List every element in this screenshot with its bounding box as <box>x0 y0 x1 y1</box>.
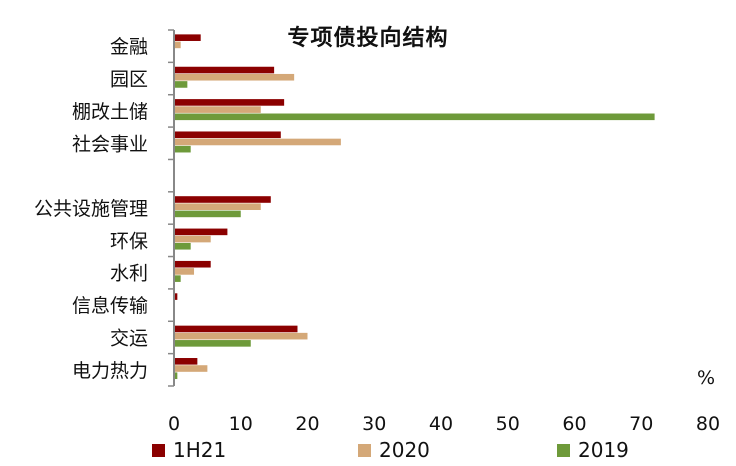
x-tick-label-0: 0 <box>168 413 180 435</box>
bar-1H21-5 <box>174 196 271 203</box>
x-tick-label-70: 70 <box>629 413 653 435</box>
bar-1H21-1 <box>174 66 275 74</box>
bar-1H21-3 <box>174 131 281 139</box>
bar-1H21-0 <box>174 34 201 41</box>
category-label-0: 金融 <box>110 36 148 58</box>
bar-2019-9 <box>174 340 251 347</box>
chart-title: 专项债投向结构 <box>287 26 449 51</box>
bar-1H21-2 <box>174 99 285 106</box>
category-label-3: 社会事业 <box>72 133 148 155</box>
bar-1H21-8 <box>174 293 178 300</box>
bar-1H21-6 <box>174 228 228 236</box>
category-label-7: 水利 <box>110 263 148 285</box>
bar-2019-10 <box>174 372 178 380</box>
x-tick-label-30: 30 <box>362 413 386 435</box>
category-label-6: 环保 <box>110 230 148 252</box>
x-tick-label-20: 20 <box>295 413 319 435</box>
bar-1H21-7 <box>174 260 211 268</box>
x-tick-label-60: 60 <box>562 413 586 435</box>
bar-2019-5 <box>174 210 241 218</box>
unit-label: % <box>697 367 715 389</box>
x-tick-label-10: 10 <box>229 413 253 435</box>
legend-swatch-2020 <box>358 443 371 457</box>
legend-item-2019: 2019 <box>557 438 629 462</box>
category-label-1: 园区 <box>110 69 148 91</box>
bar-2020-6 <box>174 235 211 243</box>
legend-swatch-1h21 <box>152 443 165 457</box>
x-tick-label-50: 50 <box>496 413 520 435</box>
category-label-8: 信息传输 <box>72 295 148 317</box>
bar-2020-5 <box>174 203 261 210</box>
category-label-9: 交运 <box>110 327 148 349</box>
bar-1H21-9 <box>174 325 298 333</box>
x-tick-label-80: 80 <box>696 413 720 435</box>
bar-2020-2 <box>174 106 261 113</box>
legend-label-2019: 2019 <box>578 438 629 462</box>
bar-2020-3 <box>174 138 341 146</box>
bar-2020-7 <box>174 268 195 275</box>
bar-2019-2 <box>174 113 655 121</box>
category-label-5: 公共设施管理 <box>34 198 148 220</box>
legend: 1H21 2020 2019 <box>0 438 736 462</box>
bar-2020-9 <box>174 332 308 340</box>
bar-2019-3 <box>174 145 191 153</box>
bar-2019-1 <box>174 81 188 88</box>
bar-2020-1 <box>174 73 295 81</box>
x-tick-label-40: 40 <box>429 413 453 435</box>
category-label-10: 电力热力 <box>72 360 148 382</box>
bar-1H21-10 <box>174 358 198 365</box>
legend-label-2020: 2020 <box>379 438 430 462</box>
legend-swatch-2019 <box>557 443 570 457</box>
bar-2019-6 <box>174 242 191 250</box>
bar-2020-10 <box>174 365 208 372</box>
legend-item-1h21: 1H21 <box>152 438 226 462</box>
category-label-2: 棚改土储 <box>72 101 148 123</box>
bar-2019-7 <box>174 275 181 282</box>
legend-item-2020: 2020 <box>358 438 430 462</box>
bar-2020-0 <box>174 41 181 49</box>
legend-label-1h21: 1H21 <box>173 438 227 462</box>
